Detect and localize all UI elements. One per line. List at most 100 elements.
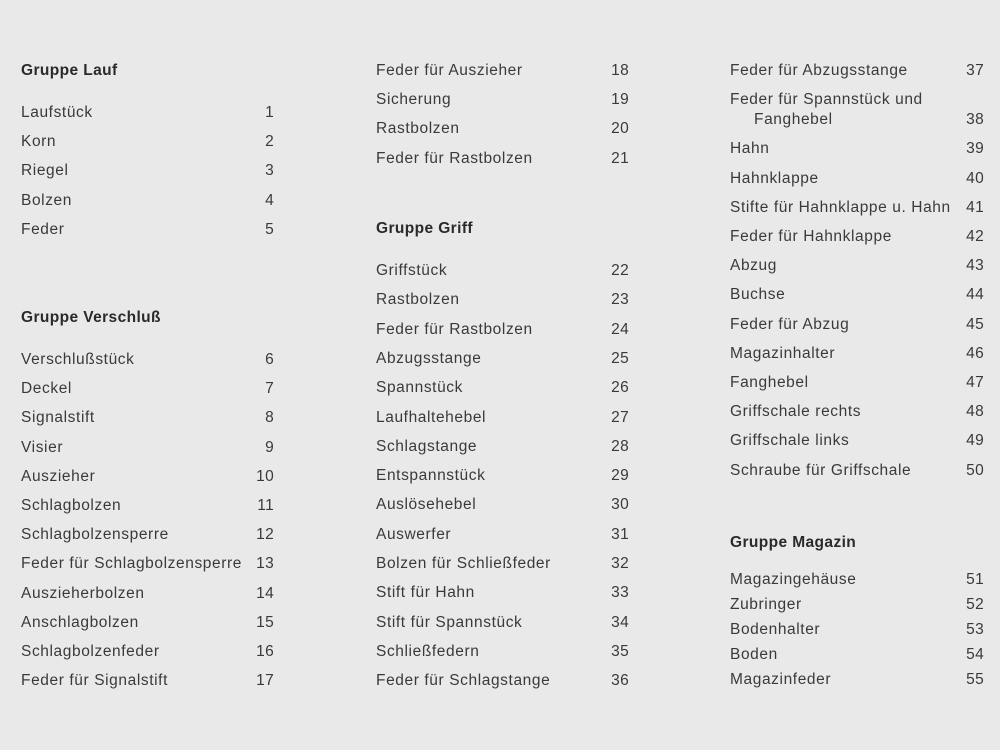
part-name: Feder für Schlagbolzensperre [21, 555, 242, 573]
part-name: Schlagbolzenfeder [21, 643, 160, 660]
part-number: 10 [256, 467, 274, 485]
part-name: Feder für Hahnklappe [730, 228, 892, 245]
part-number: 52 [966, 596, 984, 613]
part-number: 32 [611, 555, 629, 572]
part-name: Schlagbolzensperre [21, 526, 169, 544]
part-name: Stifte für Hahnklappe u. Hahn [730, 198, 951, 216]
part-number: 7 [265, 380, 274, 398]
part-number: 19 [611, 91, 629, 109]
part-name: Schraube für Griffschale [730, 461, 912, 479]
part-name: Griffschale links [730, 432, 850, 450]
part-number: 50 [966, 461, 984, 479]
part-name-continued: Fanghebel [754, 111, 833, 129]
part-name: Zubringer [730, 596, 802, 613]
part-name: Entspannstück [376, 467, 486, 485]
part-number: 14 [256, 584, 274, 602]
part-number: 53 [966, 621, 984, 638]
part-name: Laufstück [21, 104, 93, 121]
part-name: Feder für Signalstift [21, 672, 168, 690]
part-number: 9 [265, 438, 274, 456]
part-number: 37 [966, 62, 984, 79]
part-number: 36 [611, 672, 629, 690]
part-number: 11 [257, 497, 274, 514]
part-name: Abzugsstange [376, 349, 482, 367]
part-number: 3 [265, 162, 274, 180]
part-number: 44 [966, 286, 984, 304]
part-name: Laufhaltehebel [376, 408, 487, 426]
part-number: 23 [611, 291, 629, 309]
part-number: 54 [966, 646, 984, 663]
part-number: 2 [265, 133, 274, 151]
part-number: 13 [256, 555, 274, 573]
part-name: Feder für Spannstück und [730, 91, 923, 109]
part-name: Magazinfeder [730, 671, 832, 688]
part-name: Feder für Rastbolzen [376, 149, 533, 167]
part-name: Visier [21, 438, 64, 456]
part-number: 30 [611, 496, 629, 514]
part-name: Sicherung [376, 91, 452, 109]
part-number: 29 [611, 467, 629, 485]
part-number: 51 [966, 571, 984, 588]
part-name: Feder für Schlagstange [376, 672, 551, 690]
part-number: 46 [966, 344, 984, 362]
part-number: 21 [611, 149, 629, 167]
part-number: 35 [611, 642, 629, 660]
part-name: Rastbolzen [376, 291, 460, 309]
part-number: 42 [966, 228, 984, 245]
part-name: Auslösehebel [376, 496, 477, 514]
part-number: 47 [966, 374, 984, 391]
part-number: 43 [966, 257, 984, 275]
part-name: Auszieherbolzen [21, 584, 145, 602]
part-name: Deckel [21, 380, 72, 398]
part-name: Fanghebel [730, 374, 809, 391]
part-name: Signalstift [21, 409, 95, 427]
part-name: Bolzen für Schließfeder [376, 555, 551, 572]
part-name: Hahnklappe [730, 169, 819, 187]
part-number: 49 [966, 432, 984, 450]
part-number: 12 [256, 526, 274, 544]
part-number: 6 [265, 351, 274, 368]
part-number: 8 [265, 409, 274, 427]
part-number: 38 [966, 111, 984, 129]
part-name: Schlagstange [376, 437, 478, 455]
part-name: Verschlußstück [21, 351, 135, 368]
part-number: 24 [611, 320, 629, 338]
part-name: Feder für Abzug [730, 315, 850, 333]
part-name: Riegel [21, 162, 69, 180]
part-name: Korn [21, 133, 57, 151]
part-name: Feder [21, 220, 65, 238]
part-number: 25 [611, 349, 629, 367]
part-number: 5 [265, 220, 274, 238]
part-name: Bodenhalter [730, 621, 821, 638]
group-heading: Gruppe Griff [376, 220, 473, 237]
part-number: 15 [256, 613, 274, 631]
part-name: Schlagbolzen [21, 497, 122, 514]
part-name: Boden [730, 646, 778, 663]
part-name: Griffstück [376, 262, 448, 279]
part-number: 27 [611, 408, 629, 426]
part-name: Anschlagbolzen [21, 613, 139, 631]
part-number: 39 [966, 140, 984, 158]
part-name: Auswerfer [376, 525, 452, 543]
part-number: 48 [966, 403, 984, 421]
part-number: 26 [611, 379, 629, 397]
part-number: 40 [966, 169, 984, 187]
part-name: Buchse [730, 286, 786, 304]
part-number: 41 [966, 198, 984, 216]
part-name: Stift für Spannstück [376, 613, 523, 631]
part-number: 17 [256, 672, 274, 690]
part-number: 16 [256, 643, 274, 660]
part-number: 28 [611, 437, 629, 455]
part-name: Griffschale rechts [730, 403, 862, 421]
part-number: 31 [611, 525, 629, 543]
part-name: Rastbolzen [376, 120, 460, 138]
part-name: Stift für Hahn [376, 584, 475, 602]
part-number: 34 [611, 613, 629, 631]
part-name: Feder für Auszieher [376, 62, 523, 79]
part-number: 4 [265, 191, 274, 209]
part-number: 22 [611, 262, 629, 279]
group-heading: Gruppe Verschluß [21, 309, 161, 326]
part-number: 45 [966, 315, 984, 333]
part-number: 1 [265, 104, 274, 121]
part-name: Spannstück [376, 379, 463, 397]
